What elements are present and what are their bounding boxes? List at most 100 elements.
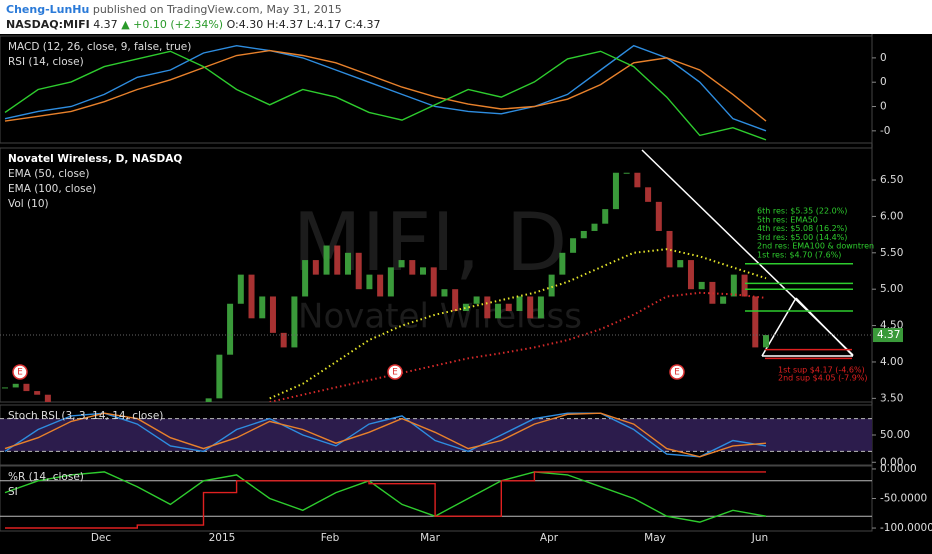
candle [741,274,748,297]
candle [312,260,319,275]
leg-line [795,297,854,357]
pane-subtitle: SI [8,486,18,498]
candle [495,303,502,319]
candle [548,274,555,297]
candle [645,187,652,202]
candle [366,274,373,290]
candle [763,335,769,348]
candle [591,223,598,231]
last-price-label: 4.37 [877,329,900,341]
symbol: NASDAQ:MIFI [6,18,90,31]
candle [377,274,384,297]
y-tick-label: 0 [880,52,887,64]
candle [752,296,759,348]
pane-title: %R (14, close) [8,471,84,483]
series-line [4,471,767,523]
x-tick-label: Dec [91,532,112,544]
close: C:4.37 [344,18,381,31]
candle [344,252,351,275]
candle [280,332,287,348]
y-tick-label: 4.00 [880,356,903,368]
candle [655,201,662,231]
background [0,34,932,550]
legend-entry: EMA (50, close) [8,168,90,180]
event-marker [387,364,403,380]
series-line [269,248,767,400]
pane [2,172,853,402]
candle [677,260,684,268]
band-fill [0,418,872,452]
y-tick-label: 50.00 [880,429,910,441]
x-tick-label: Feb [321,532,340,544]
y-tick-label: 0 [880,76,887,88]
support-note: 2nd sup $4.05 (-7.9%) [778,374,868,383]
candle [205,398,212,402]
resistance-note: 1st res: $4.70 (7.6%) [757,251,841,260]
series-line [4,50,767,141]
series-line [4,412,767,458]
y-tick-label: 0.00 [880,456,903,468]
y-tick-label: 6.00 [880,210,903,222]
y-tick-label: -50.0000 [880,493,927,505]
candle [34,391,41,395]
author[interactable]: Cheng-LunHu [6,3,90,16]
y-tick-label: 6.50 [880,174,903,186]
y-tick-label: -0 [880,125,890,137]
candle [505,303,512,312]
candle [730,274,737,297]
candle [2,387,8,389]
candle [612,172,619,210]
candle [387,267,394,297]
pane-title: MACD (12, 26, close, 9, false, true) [8,41,191,53]
quote-line: NASDAQ:MIFI 4.37 ▲ +0.10 (+2.34%) O:4.30… [6,18,380,31]
candle [516,296,523,312]
price: 4.37 [93,18,118,31]
x-tick-label: Jun [751,532,768,544]
open: O:4.30 [226,18,264,31]
pane [4,44,767,141]
candle [398,260,405,268]
watermark: MIFI, D [293,196,568,289]
support-note: 1st sup $4.17 (-4.6%) [778,366,865,375]
candle [570,238,577,253]
candle [44,394,51,402]
candle [698,281,705,290]
last-price-box [873,328,903,343]
candle [537,296,544,319]
y-tick-label: -100.0000 [880,522,932,534]
candle [720,296,727,304]
candle [602,209,609,224]
candle [441,289,448,297]
pane-title: Novatel Wireless, D, NASDAQ [8,153,182,165]
y-tick-label: 5.00 [880,283,903,295]
resistance-note: 4th res: $5.08 (16.2%) [757,224,847,233]
candle [580,230,587,239]
resistance-note: 2nd res: EMA100 & downtren [757,242,874,251]
series-line [4,49,767,122]
pane-subtitle: RSI (14, close) [8,56,84,68]
series-line [5,471,766,529]
event-label: E [674,368,680,378]
candle [291,296,298,348]
resistance-note: 3rd res: $5.00 (14.4%) [757,233,847,242]
resistance-note: 6th res: $5.35 (22.0%) [757,207,847,216]
candle [237,274,244,304]
candle [634,172,641,188]
event-label: E [392,368,398,378]
x-tick-label: May [644,532,666,544]
chart-wrap: 0 0 0 -0 MACD (12, 26, close, 9, false, true… [0,34,932,554]
candle [623,172,630,174]
legend-entry: Vol (10) [8,198,49,210]
y-tick-label: 5.50 [880,247,903,259]
y-tick-label: 3.50 [880,392,903,404]
header: Cheng-LunHu published on TradingView.com… [0,0,932,34]
candle [227,303,234,355]
candle [12,383,19,388]
published: published on TradingView.com, May 31, 20… [92,3,342,16]
change: ▲ +0.10 (+2.34%) [121,18,224,31]
high: H:4.37 [266,18,304,31]
pane [0,471,872,529]
candle [430,267,437,297]
candle [323,245,330,275]
